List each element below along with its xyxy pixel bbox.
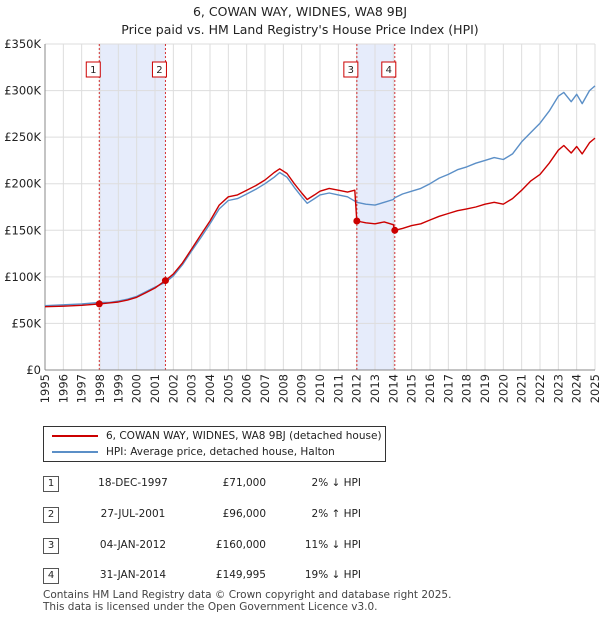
legend-swatch-hpi — [52, 451, 98, 453]
sale-label-number: 2 — [156, 65, 162, 76]
x-tick-label: 2020 — [496, 374, 510, 403]
footer-copyright: Contains HM Land Registry data © Crown c… — [43, 589, 452, 601]
x-tick-label: 2007 — [258, 374, 272, 403]
sale-point — [353, 217, 361, 225]
transaction-hpi-diff: 11% ↓ HPI — [304, 539, 361, 551]
x-tick-label: 2001 — [148, 374, 162, 403]
sale-label-number: 3 — [348, 65, 354, 76]
transaction-price: £160,000 — [215, 539, 266, 551]
sale-point — [161, 277, 169, 285]
legend: 6, COWAN WAY, WIDNES, WA8 9BJ (detached … — [43, 426, 386, 462]
legend-swatch-property — [52, 435, 98, 437]
sale-label-number: 4 — [386, 65, 392, 76]
sale-point — [391, 226, 399, 234]
x-tick-label: 1997 — [75, 374, 89, 403]
x-tick-label: 2017 — [441, 374, 455, 403]
x-tick-label: 2002 — [166, 374, 180, 403]
sale-label-box — [151, 61, 167, 78]
x-tick-label: 2025 — [588, 374, 600, 403]
legend-label-property: 6, COWAN WAY, WIDNES, WA8 9BJ (detached … — [106, 430, 382, 442]
x-tick-label: 2019 — [478, 374, 492, 403]
shaded-period — [99, 44, 166, 370]
chart-title: 6, COWAN WAY, WIDNES, WA8 9BJ — [192, 4, 408, 19]
x-tick-label: 2015 — [405, 374, 419, 403]
x-tick-label: 2009 — [295, 374, 309, 403]
y-tick-label: £150K — [4, 223, 41, 237]
footer: Contains HM Land Registry data © Crown c… — [43, 589, 451, 613]
x-tick-label: 2023 — [551, 374, 565, 403]
transaction-date: 18-DEC-1997 — [98, 477, 168, 489]
transaction-number: 3 — [43, 538, 59, 554]
sale-label-number: 1 — [90, 65, 96, 76]
property-price-line — [44, 137, 596, 308]
x-tick-label: 1996 — [56, 374, 70, 403]
x-tick-label: 2024 — [570, 374, 584, 403]
x-tick-label: 2000 — [130, 374, 144, 403]
y-tick-label: £0 — [26, 363, 41, 377]
x-tick-label: 1999 — [111, 374, 125, 403]
transaction-number: 1 — [43, 476, 59, 492]
y-tick-label: £100K — [4, 270, 41, 284]
transaction-price: £149,995 — [215, 569, 266, 581]
transaction-price: £71,000 — [222, 477, 266, 489]
x-tick-label: 2008 — [276, 374, 290, 403]
y-tick-label: £350K — [4, 37, 41, 51]
x-tick-label: 2013 — [368, 374, 382, 403]
legend-item-hpi: HPI: Average price, detached house, Halt… — [52, 444, 335, 460]
y-tick-label: £200K — [4, 177, 41, 191]
y-tick-label: £250K — [4, 130, 41, 144]
x-tick-label: 1998 — [93, 374, 107, 403]
chart-subtitle: Price paid vs. HM Land Registry's House … — [121, 22, 479, 37]
sale-point — [95, 300, 103, 308]
x-tick-label: 2010 — [313, 374, 327, 403]
transaction-hpi-diff: 19% ↓ HPI — [304, 569, 361, 581]
transaction-hpi-diff: 2% ↑ HPI — [311, 508, 361, 520]
sale-label-box — [343, 61, 359, 78]
x-tick-label: 2016 — [423, 374, 437, 403]
transaction-number: 2 — [43, 507, 59, 523]
transaction-date: 27-JUL-2001 — [100, 508, 166, 520]
y-tick-label: £50K — [12, 316, 42, 330]
transaction-number: 4 — [43, 568, 59, 584]
legend-label-hpi: HPI: Average price, detached house, Halt… — [106, 446, 335, 458]
y-tick-label: £300K — [4, 84, 41, 98]
x-tick-label: 2021 — [515, 374, 529, 403]
transaction-date: 04-JAN-2012 — [99, 539, 167, 551]
footer-licence: This data is licensed under the Open Gov… — [43, 601, 378, 613]
transaction-price: £96,000 — [222, 508, 266, 520]
x-tick-label: 2011 — [331, 374, 345, 403]
transaction-hpi-diff: 2% ↓ HPI — [311, 477, 361, 489]
transaction-date: 31-JAN-2014 — [99, 569, 167, 581]
x-tick-label: 1995 — [38, 374, 52, 403]
sale-label-box — [381, 61, 397, 78]
x-tick-label: 2005 — [221, 374, 235, 403]
sale-label-box — [85, 61, 101, 78]
x-tick-label: 2022 — [533, 374, 547, 403]
x-tick-label: 2018 — [460, 374, 474, 403]
x-tick-label: 2003 — [185, 374, 199, 403]
x-tick-label: 2006 — [240, 374, 254, 403]
shaded-period — [356, 44, 395, 370]
price-chart: 1 2 3 4 £0 £50K £100K £150K £200K £250K £300K £350K… — [4, 37, 600, 403]
legend-item-property: 6, COWAN WAY, WIDNES, WA8 9BJ (detached … — [52, 428, 382, 444]
x-tick-label: 2004 — [203, 374, 217, 403]
x-tick-label: 2014 — [386, 374, 400, 403]
x-tick-label: 2012 — [350, 374, 364, 403]
